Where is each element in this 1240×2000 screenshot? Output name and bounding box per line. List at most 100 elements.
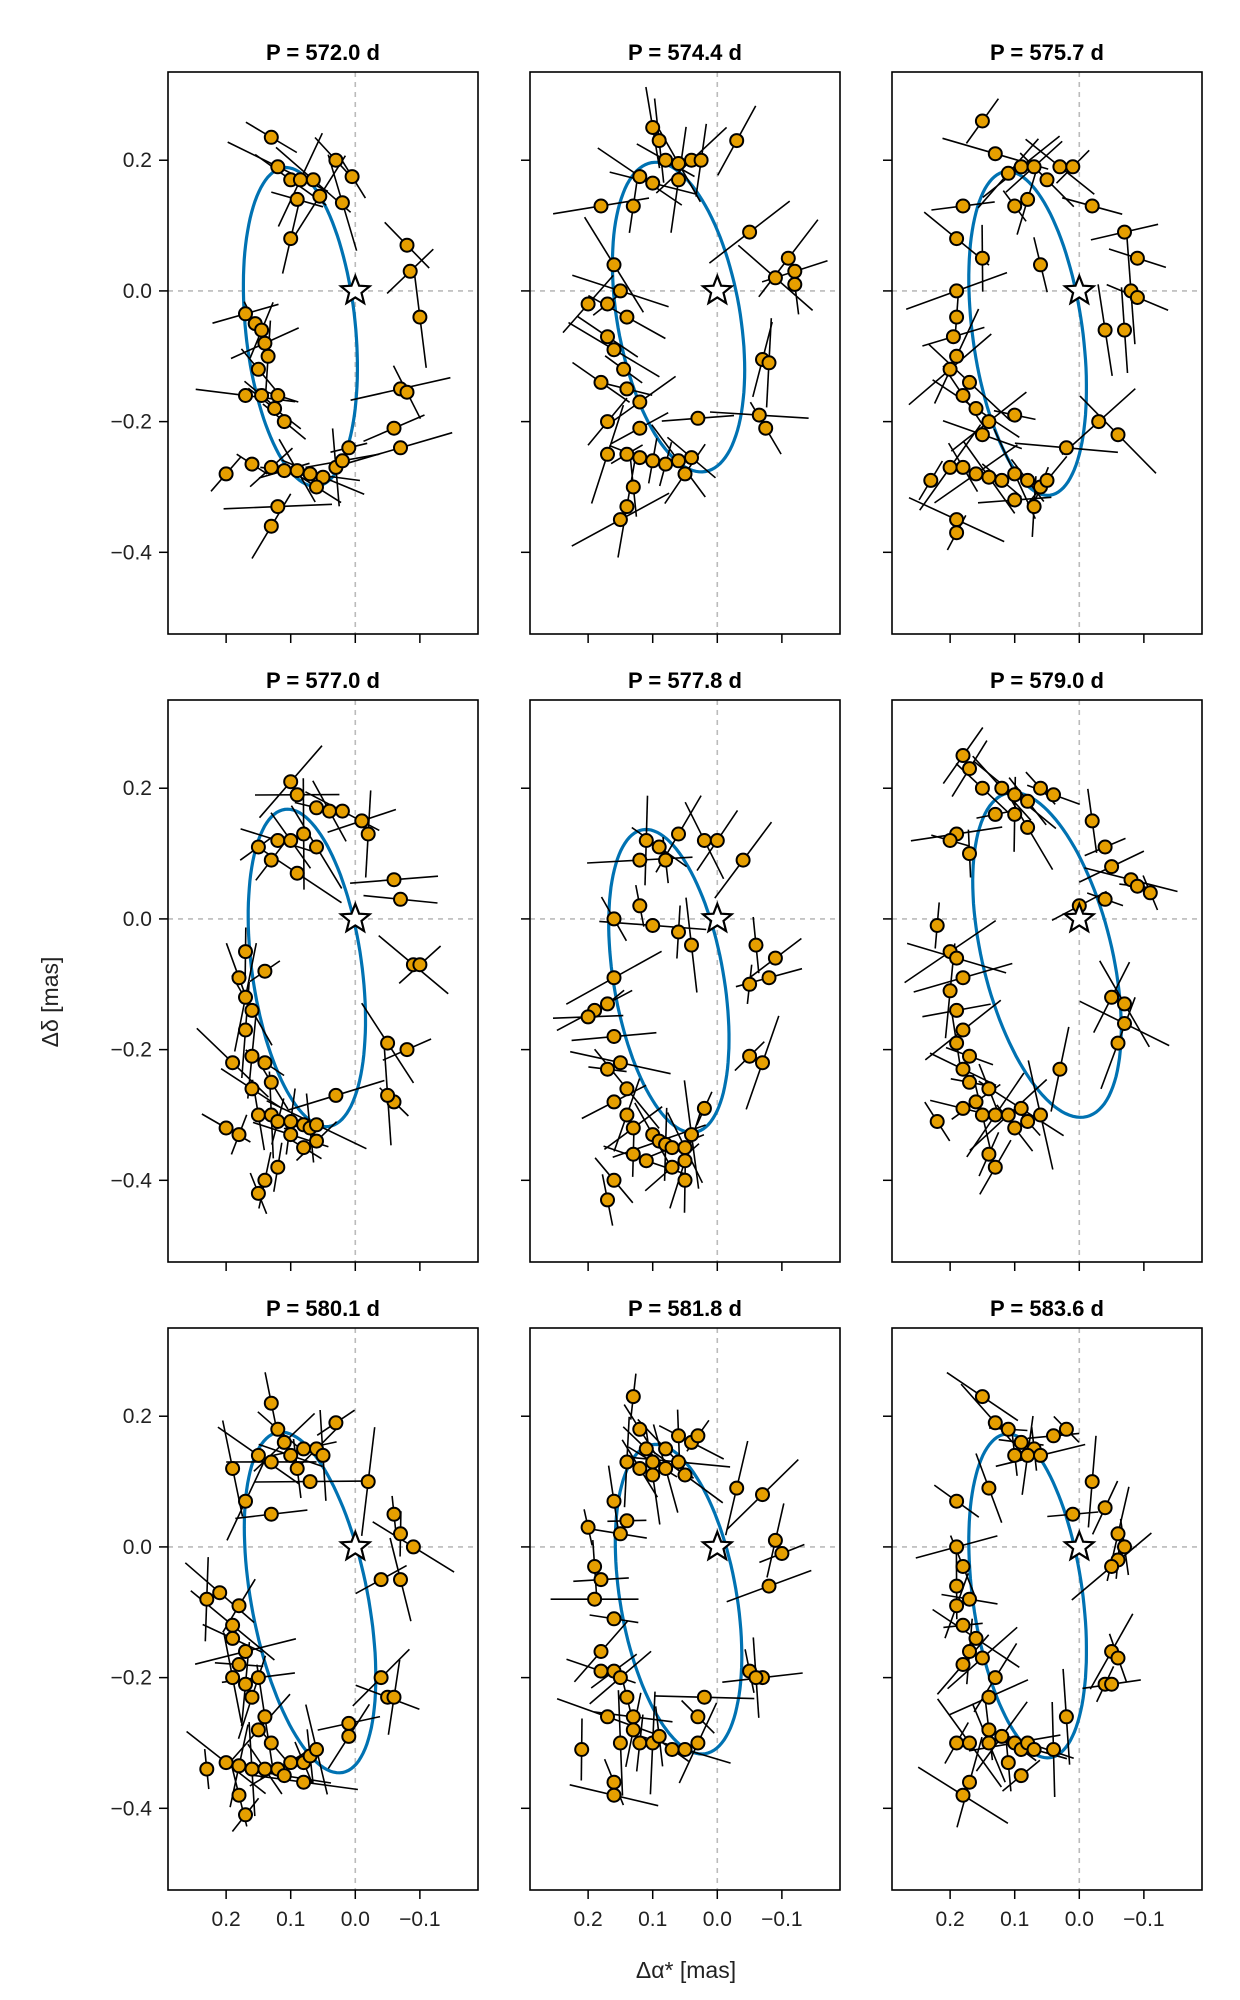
data-point bbox=[974, 250, 990, 266]
orbit-ellipse bbox=[246, 807, 368, 1129]
panel-7: P = 580.1 d 0.2 0.0 −0.2 −0.4 0.2 0.1 0.0 −0.1 bbox=[111, 1296, 479, 1931]
data-point bbox=[651, 1728, 667, 1744]
star-marker bbox=[700, 900, 735, 934]
data-point bbox=[1142, 885, 1158, 901]
data-point bbox=[270, 499, 286, 515]
panel-grid: P = 572.0 d 0.2 0.0 −0.2 −0.4 P = 574.4 d P = … bbox=[111, 40, 1203, 1931]
data-point bbox=[1129, 878, 1145, 894]
data-point bbox=[981, 1081, 997, 1097]
data-point bbox=[600, 1061, 615, 1077]
data-point bbox=[393, 1572, 408, 1588]
data-point bbox=[612, 1670, 628, 1686]
data-point bbox=[305, 172, 321, 188]
data-point bbox=[250, 839, 266, 855]
data-point bbox=[949, 950, 965, 966]
data-point bbox=[962, 846, 977, 862]
y-tick-label: −0.2 bbox=[111, 1667, 152, 1690]
data-point bbox=[684, 450, 699, 466]
data-point bbox=[244, 1081, 260, 1097]
data-point bbox=[981, 414, 997, 430]
data-point bbox=[600, 446, 615, 462]
data-point bbox=[257, 1709, 273, 1725]
data-point bbox=[250, 1670, 266, 1686]
data-point bbox=[238, 1676, 253, 1692]
data-point bbox=[645, 1467, 661, 1483]
data-point bbox=[244, 1689, 260, 1705]
data-point bbox=[386, 420, 402, 436]
data-point bbox=[671, 172, 686, 188]
data-point bbox=[360, 1474, 376, 1490]
data-point bbox=[671, 826, 686, 842]
data-point bbox=[962, 1735, 977, 1751]
data-point bbox=[968, 1094, 984, 1110]
data-point bbox=[780, 250, 796, 266]
data-point bbox=[987, 1670, 1003, 1686]
data-point bbox=[238, 1493, 253, 1509]
data-point bbox=[748, 1670, 764, 1686]
panel-frame bbox=[167, 699, 479, 1263]
data-point bbox=[632, 898, 648, 914]
data-point bbox=[1033, 1447, 1048, 1463]
data-point bbox=[263, 1735, 279, 1751]
data-point bbox=[949, 1539, 965, 1555]
data-point bbox=[1020, 191, 1036, 207]
data-point bbox=[328, 1415, 344, 1431]
data-point bbox=[225, 1055, 241, 1071]
data-point bbox=[693, 152, 709, 168]
data-point bbox=[981, 1146, 997, 1162]
data-point bbox=[593, 1663, 609, 1679]
data-point bbox=[399, 237, 415, 253]
data-point bbox=[1091, 414, 1107, 430]
data-point bbox=[231, 1758, 247, 1774]
data-point bbox=[690, 1735, 706, 1751]
data-point bbox=[238, 1022, 253, 1038]
data-point bbox=[945, 329, 961, 345]
data-point bbox=[632, 450, 648, 466]
x-tick-label: 0.0 bbox=[1065, 1908, 1094, 1931]
data-point bbox=[257, 1761, 273, 1777]
data-point bbox=[373, 1572, 389, 1588]
data-point bbox=[742, 1048, 758, 1064]
data-point bbox=[1020, 472, 1036, 488]
data-point bbox=[632, 394, 648, 410]
data-point bbox=[296, 826, 312, 842]
data-point bbox=[677, 466, 693, 482]
data-point bbox=[949, 309, 965, 325]
data-point bbox=[632, 420, 648, 436]
data-point bbox=[1000, 1421, 1016, 1437]
panel-title: P = 580.1 d bbox=[266, 1296, 380, 1321]
data-point bbox=[949, 1002, 965, 1018]
data-point bbox=[949, 525, 965, 541]
data-point bbox=[658, 152, 674, 168]
data-point bbox=[1026, 499, 1042, 515]
data-point bbox=[645, 120, 661, 135]
data-point bbox=[619, 1513, 635, 1529]
data-point bbox=[1007, 466, 1023, 482]
data-point bbox=[1097, 1500, 1113, 1516]
data-point bbox=[606, 1611, 622, 1627]
data-point bbox=[729, 133, 745, 149]
data-point bbox=[238, 989, 253, 1005]
data-point bbox=[593, 198, 609, 214]
data-point bbox=[1052, 1061, 1068, 1077]
y-tick-label: 0.2 bbox=[123, 1405, 152, 1428]
data-point bbox=[606, 1094, 622, 1110]
data-point bbox=[962, 1591, 977, 1607]
data-point bbox=[238, 388, 253, 403]
x-tick-label: 0.2 bbox=[936, 1908, 965, 1931]
star-marker bbox=[338, 272, 373, 306]
data-point bbox=[612, 283, 628, 299]
data-point bbox=[393, 440, 408, 456]
data-point bbox=[600, 1709, 615, 1725]
data-point bbox=[399, 384, 415, 400]
data-point bbox=[270, 388, 286, 403]
data-point bbox=[981, 469, 997, 485]
data-point bbox=[968, 466, 984, 482]
data-point bbox=[994, 472, 1010, 488]
data-point bbox=[962, 1048, 977, 1064]
data-point bbox=[974, 1107, 990, 1123]
data-point bbox=[761, 970, 777, 986]
data-point bbox=[580, 1009, 596, 1025]
data-point bbox=[955, 1061, 971, 1077]
panel-6: P = 579.0 d bbox=[883, 668, 1203, 1271]
